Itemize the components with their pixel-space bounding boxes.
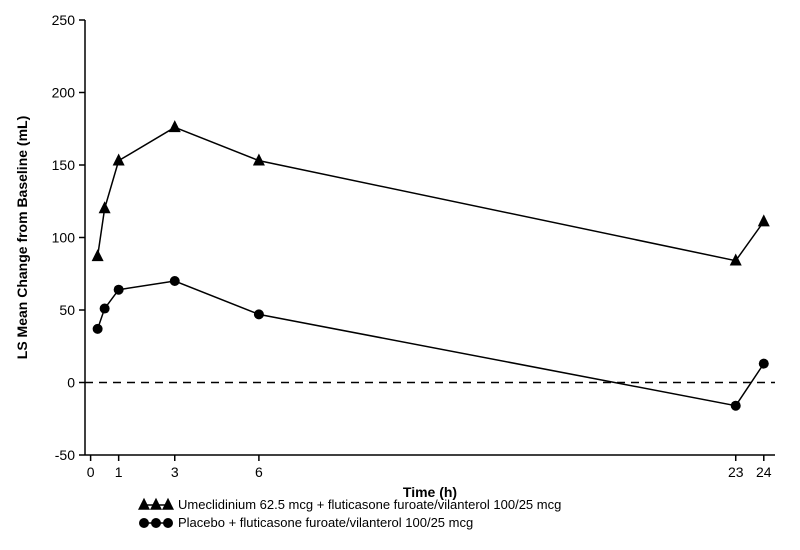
chart-container: -5005010015020025001362324Time (h)LS Mea… (0, 0, 800, 550)
y-tick-label: 50 (59, 302, 75, 318)
series-placebo-line (98, 281, 764, 406)
y-tick-label: 150 (52, 157, 76, 173)
series-placebo-marker (731, 401, 741, 411)
y-tick-label: 0 (67, 375, 75, 391)
legend-umeclidinium-marker (150, 498, 162, 510)
y-tick-label: -50 (55, 447, 75, 463)
series-umeclidinium-marker (113, 153, 125, 165)
x-tick-label: 24 (756, 464, 772, 480)
legend-placebo-marker (151, 518, 161, 528)
series-umeclidinium-marker (99, 201, 111, 213)
legend-placebo-marker (139, 518, 149, 528)
chart-svg: -5005010015020025001362324Time (h)LS Mea… (0, 0, 800, 550)
series-umeclidinium-line (98, 127, 764, 260)
x-tick-label: 1 (115, 464, 123, 480)
y-tick-label: 250 (52, 12, 76, 28)
y-tick-label: 100 (52, 230, 76, 246)
legend-umeclidinium-label: Umeclidinium 62.5 mcg + fluticasone furo… (178, 497, 561, 512)
series-umeclidinium-marker (169, 120, 181, 132)
series-placebo-marker (100, 304, 110, 314)
x-tick-label: 0 (87, 464, 95, 480)
y-tick-label: 200 (52, 85, 76, 101)
y-axis-title: LS Mean Change from Baseline (mL) (14, 116, 30, 359)
x-tick-label: 3 (171, 464, 179, 480)
series-placebo-marker (759, 359, 769, 369)
legend-placebo-marker (163, 518, 173, 528)
series-umeclidinium-marker (92, 249, 104, 261)
legend-umeclidinium-marker (162, 498, 174, 510)
series-placebo-marker (114, 285, 124, 295)
legend-placebo-label: Placebo + fluticasone furoate/vilanterol… (178, 515, 473, 530)
series-placebo-marker (254, 309, 264, 319)
x-tick-label: 23 (728, 464, 744, 480)
series-umeclidinium-marker (758, 214, 770, 226)
series-placebo-marker (170, 276, 180, 286)
x-tick-label: 6 (255, 464, 263, 480)
legend-umeclidinium-marker (138, 498, 150, 510)
series-placebo-marker (93, 324, 103, 334)
